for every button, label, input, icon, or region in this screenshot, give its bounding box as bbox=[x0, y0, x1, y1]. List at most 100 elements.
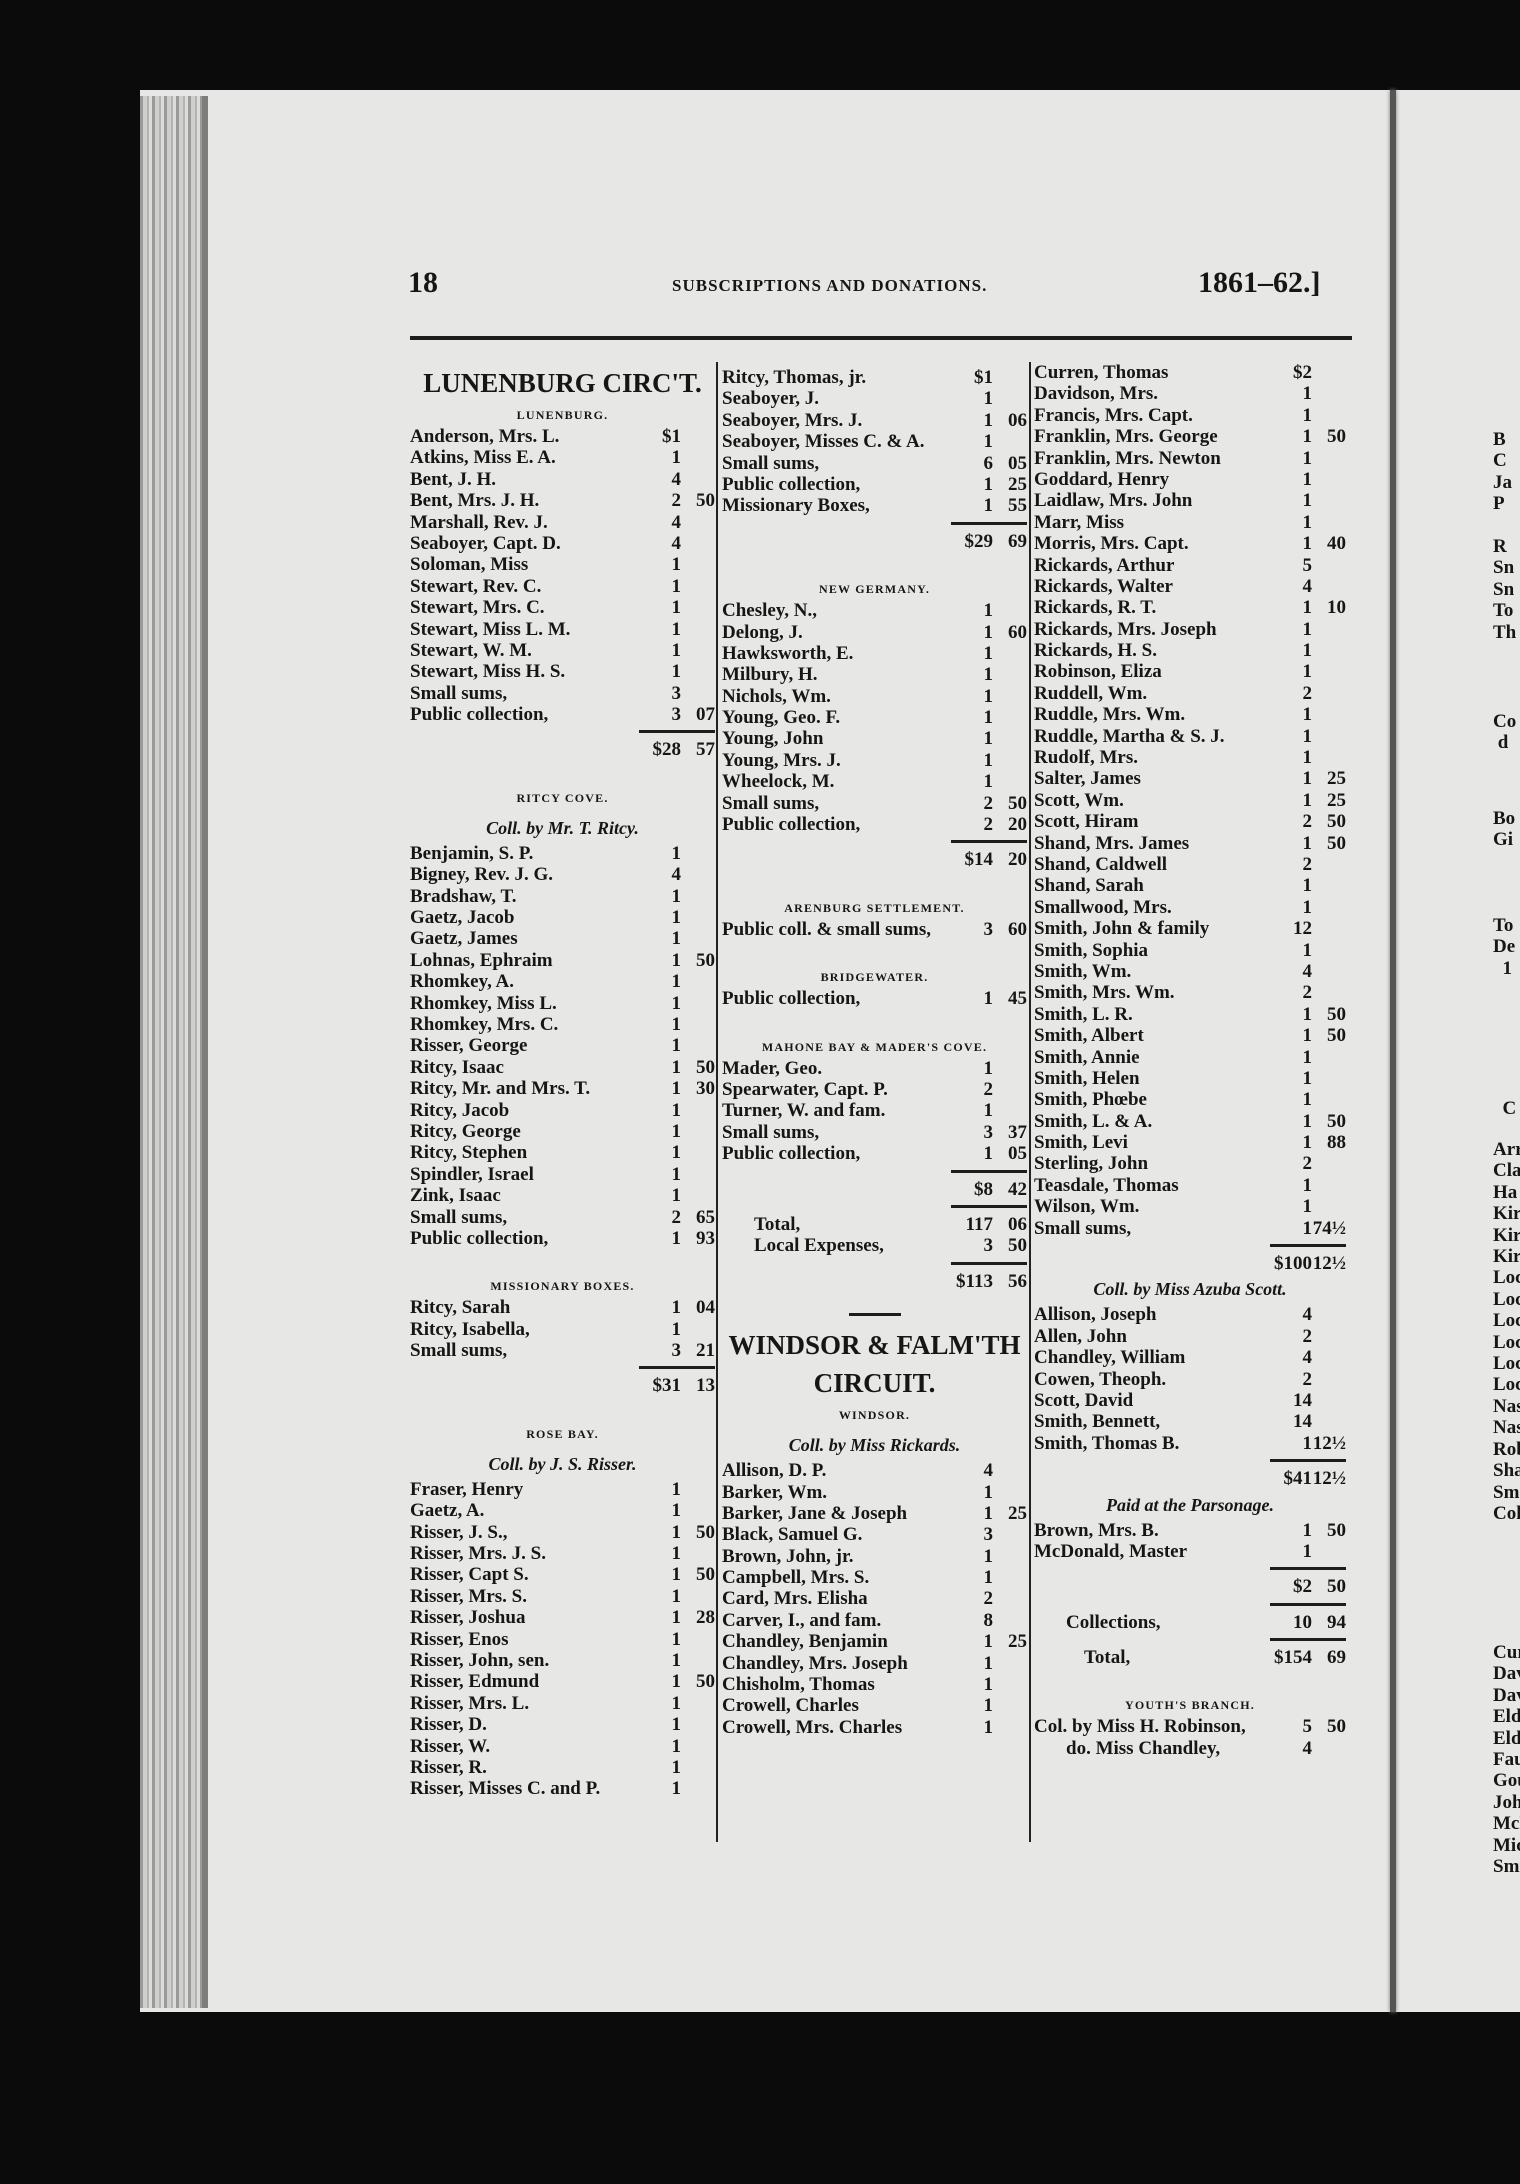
entry-row: Spindler, Israel 1 bbox=[410, 1164, 715, 1185]
entry-dollars: 5 bbox=[1302, 1716, 1313, 1738]
fragment-text: Loc bbox=[1493, 1374, 1520, 1396]
entry-name: Gaetz, A. bbox=[410, 1500, 485, 1522]
section-heading: BRIDGEWATER. bbox=[820, 970, 929, 985]
entry-cents bbox=[681, 1121, 715, 1142]
entry-dollars: 1 bbox=[1302, 511, 1313, 533]
entry-cents: 05 bbox=[1008, 452, 1027, 474]
entry-cents bbox=[1312, 1304, 1346, 1325]
fragment-text: De bbox=[1493, 936, 1516, 958]
entry-row: Robinson, Eliza 1 bbox=[1034, 661, 1346, 682]
entry-dollars: 4 bbox=[1302, 1737, 1313, 1759]
entry-dollars: $8 bbox=[974, 1178, 993, 1200]
entry-dollars: 1 bbox=[671, 949, 682, 971]
entry-name: Marshall, Rev. J. bbox=[410, 511, 548, 533]
entry-row: Rickards, R. T. 1 10 bbox=[1034, 597, 1346, 618]
collector-line: Coll. by Miss Azuba Scott. bbox=[1093, 1279, 1287, 1300]
entry-cents: 50 bbox=[1327, 426, 1346, 448]
entry-row: Smith, Wm. 4 bbox=[1034, 961, 1346, 982]
entry-row: Smallwood, Mrs. 1 bbox=[1034, 897, 1346, 918]
entry-row: Scott, Hiram 2 50 bbox=[1034, 811, 1346, 832]
sum-rule bbox=[410, 725, 715, 739]
entry-name: Ruddle, Martha & S. J. bbox=[1034, 725, 1225, 747]
entry-row: Smith, Phœbe 1 bbox=[1034, 1089, 1346, 1110]
fragment-text: d bbox=[1493, 732, 1509, 754]
entry-row: Marshall, Rev. J. 4 bbox=[410, 512, 715, 533]
entry-dollars: 1 bbox=[1302, 725, 1313, 747]
entry-row: Chandley, Mrs. Joseph 1 bbox=[722, 1653, 1027, 1674]
entry-name: Ritcy, Sarah bbox=[410, 1297, 511, 1319]
circuit-heading: WINDSOR & FALM'TH bbox=[728, 1330, 1021, 1361]
entry-row: do. Miss Chandley, 4 bbox=[1034, 1738, 1346, 1759]
entry-cents bbox=[681, 683, 715, 704]
entry-name: Small sums, bbox=[722, 452, 820, 474]
fragment-text: Loc bbox=[1493, 1267, 1520, 1289]
entry-row: Seaboyer, Mrs. J. 1 06 bbox=[722, 410, 1027, 431]
page-number: 18 bbox=[408, 266, 438, 299]
entry-dollars: 1 bbox=[671, 1735, 682, 1757]
entry-dollars: 1 bbox=[983, 1695, 994, 1717]
entry-row: Shand, Mrs. James 1 50 bbox=[1034, 833, 1346, 854]
entry-cents: 30 bbox=[696, 1078, 715, 1100]
entry-cents bbox=[993, 707, 1027, 728]
entry-name: Turner, W. and fam. bbox=[722, 1100, 886, 1122]
entry-name: Smith, Phœbe bbox=[1034, 1089, 1147, 1111]
entry-dollars: 1 bbox=[1302, 1089, 1313, 1111]
entry-name: Bradshaw, T. bbox=[410, 885, 517, 907]
entry-name: Franklin, Mrs. Newton bbox=[1034, 447, 1221, 469]
entry-dollars: 1 bbox=[671, 885, 682, 907]
entry-name: Crowell, Mrs. Charles bbox=[722, 1716, 903, 1738]
entry-name: Stewart, Rev. C. bbox=[410, 575, 542, 597]
entry-name: Laidlaw, Mrs. John bbox=[1034, 490, 1193, 512]
entry-row: Benjamin, S. P. 1 bbox=[410, 843, 715, 864]
entry-row: Rickards, Arthur 5 bbox=[1034, 555, 1346, 576]
entry-cents bbox=[681, 1100, 715, 1121]
entry-dollars: 2 bbox=[1302, 982, 1313, 1004]
fragment-text: Rob bbox=[1493, 1438, 1520, 1460]
entry-row: Delong, J. 1 60 bbox=[722, 622, 1027, 643]
entry-dollars: 1 bbox=[1302, 447, 1313, 469]
fragment-text: 1 bbox=[1493, 957, 1513, 979]
entry-row: Gaetz, James 1 bbox=[410, 928, 715, 949]
entry-dollars: 1 bbox=[671, 1649, 682, 1671]
entry-name: Collections, bbox=[1066, 1611, 1161, 1633]
entry-dollars: 3 bbox=[983, 1235, 994, 1257]
entry-cents bbox=[681, 1185, 715, 1206]
entry-row: Curren, Thomas $2 bbox=[1034, 362, 1346, 383]
entry-row: Young, Geo. F. 1 bbox=[722, 707, 1027, 728]
entry-row: Total, 117 06 bbox=[722, 1214, 1027, 1235]
entry-cents bbox=[681, 886, 715, 907]
entry-cents: 50 bbox=[1327, 1110, 1346, 1132]
entry-cents: 74½ bbox=[1312, 1217, 1346, 1239]
entry-dollars: 1 bbox=[983, 1545, 994, 1567]
entry-row: Small sums, 3 37 bbox=[722, 1122, 1027, 1143]
entry-cents bbox=[1312, 576, 1346, 597]
entry-name: Mader, Geo. bbox=[722, 1057, 823, 1079]
entry-row: Risser, Mrs. J. S. 1 bbox=[410, 1543, 715, 1564]
entry-cents bbox=[1312, 1068, 1346, 1089]
entry-dollars: 1 bbox=[671, 1297, 682, 1319]
entry-row: Risser, D. 1 bbox=[410, 1714, 715, 1735]
entry-cents bbox=[681, 1778, 715, 1799]
entry-name: Anderson, Mrs. L. bbox=[410, 426, 560, 447]
entry-name: Rickards, Mrs. Joseph bbox=[1034, 618, 1217, 640]
entry-dollars: 1 bbox=[983, 728, 994, 750]
section-heading: NEW GERMANY. bbox=[818, 582, 931, 597]
fragment-text: McD bbox=[1493, 1813, 1520, 1835]
entry-cents bbox=[681, 843, 715, 864]
entry-row: Stewart, Mrs. C. 1 bbox=[410, 597, 715, 618]
entry-dollars: 1 bbox=[1302, 426, 1313, 448]
entry-dollars: 1 bbox=[983, 1100, 994, 1122]
entry-cents bbox=[681, 554, 715, 575]
entry-dollars: 1 bbox=[1302, 1110, 1313, 1132]
entry-name: Atkins, Miss E. A. bbox=[410, 447, 556, 469]
entry-dollars: 4 bbox=[983, 1460, 994, 1482]
entry-dollars: 1 bbox=[983, 771, 994, 793]
entry-cents bbox=[1312, 1541, 1346, 1562]
fragment-text: To bbox=[1493, 600, 1514, 622]
entry-dollars: 4 bbox=[671, 864, 682, 886]
entry-row: Public collection, 2 20 bbox=[722, 814, 1027, 835]
entry-cents bbox=[1312, 961, 1346, 982]
fragment-text: P bbox=[1493, 493, 1505, 515]
entry-row: Davidson, Mrs. 1 bbox=[1034, 383, 1346, 404]
entry-dollars: 2 bbox=[983, 1588, 994, 1610]
